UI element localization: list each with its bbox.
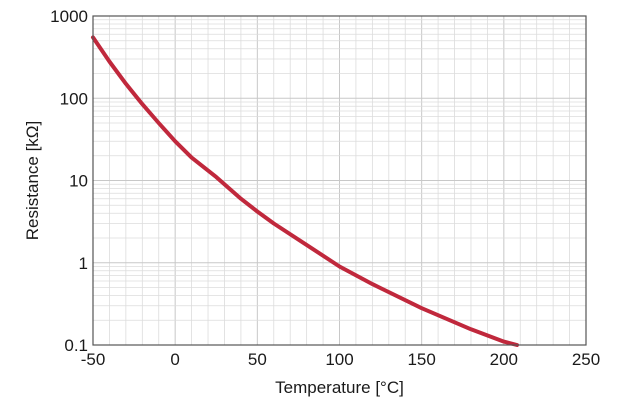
y-axis-ticks: 0.1 1 10 100 1000 [50,7,88,355]
x-tick-label: -50 [81,350,106,369]
y-axis-label: Resistance [kΩ] [23,121,42,240]
grid [92,16,587,346]
y-tick-label: 100 [60,89,88,108]
plot-area-border [92,15,587,346]
x-axis-ticks: -50 0 50 100 150 200 250 [81,350,600,369]
series-layer [91,35,519,347]
x-tick-label: 100 [325,350,353,369]
x-tick-label: 200 [490,350,518,369]
y-tick-label: 0.1 [64,336,88,355]
y-tick-label: 1 [79,254,88,273]
series-line [91,35,519,347]
y-tick-label: 1000 [50,7,88,26]
y-tick-label: 10 [69,172,88,191]
x-tick-label: 50 [248,350,267,369]
x-axis-label: Temperature [°C] [275,378,404,397]
x-tick-label: 0 [170,350,179,369]
x-tick-label: 250 [572,350,600,369]
x-tick-label: 150 [407,350,435,369]
